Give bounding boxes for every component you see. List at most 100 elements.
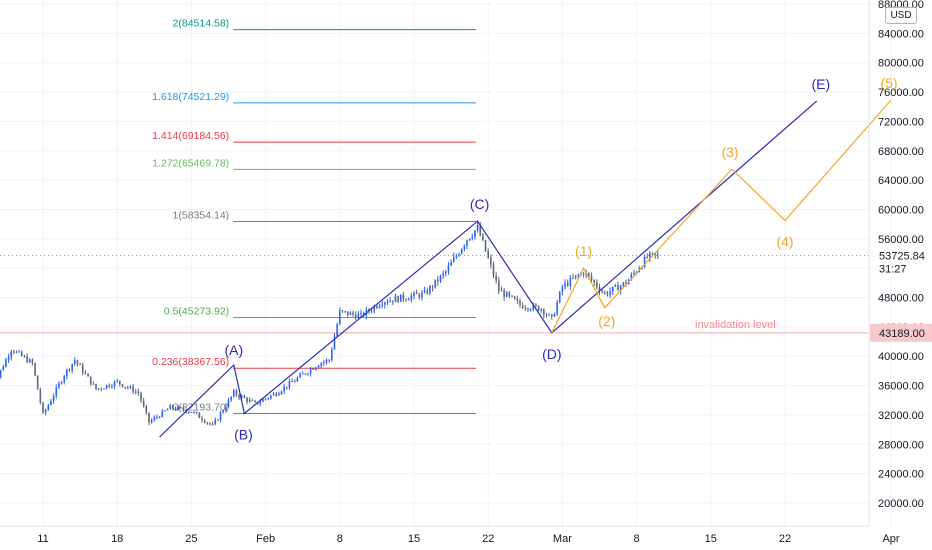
candle-body (301, 373, 304, 375)
price-tick-label: 56000.00 (878, 234, 924, 246)
candle-body (278, 393, 280, 396)
candle-body (187, 412, 190, 414)
candle-body (105, 384, 108, 389)
candle-body (116, 380, 118, 382)
candle-body (299, 373, 301, 378)
price-tick-label: 40000.00 (878, 351, 924, 363)
candle-body (548, 314, 550, 316)
candle-body (233, 390, 235, 397)
candle-body (142, 400, 145, 407)
candle-body (413, 292, 415, 296)
time-tick-label: 11 (37, 533, 48, 545)
wave-label: (E) (811, 76, 830, 92)
candle-body (460, 249, 463, 255)
candle-body (127, 387, 129, 389)
candle-body (336, 324, 338, 337)
candle-body (71, 363, 73, 371)
last-price-badge (870, 246, 932, 277)
price-tick-label: 48000.00 (878, 293, 924, 305)
candle-body (566, 282, 569, 286)
candle-body (649, 252, 651, 258)
candle-body (495, 275, 497, 281)
wave-lines[interactable] (159, 99, 892, 438)
last-price-label: 53725.84 (879, 251, 925, 263)
candle-body (209, 422, 211, 425)
candle-body (466, 240, 468, 246)
candle-body (323, 361, 325, 364)
candle-body (384, 302, 386, 305)
candle-body (2, 366, 5, 371)
candle-body (293, 381, 296, 383)
fib-level-label: 2(84514.58) (173, 18, 230, 30)
time-axis[interactable]: 11 18 25 Feb 8 15 22 Mar 8 15 22 Apr (37, 533, 900, 545)
candle-body (84, 372, 87, 374)
candle-body (405, 299, 407, 301)
candle-body (172, 405, 174, 409)
price-tick-label: 36000.00 (878, 381, 924, 393)
candle-body (402, 294, 405, 300)
candle-body (227, 399, 230, 407)
candle-body (87, 373, 89, 377)
candle-body (42, 402, 44, 413)
candle-body (588, 273, 590, 276)
candle-body (68, 369, 71, 371)
candle-body (18, 351, 20, 353)
price-tick-label: 24000.00 (878, 469, 924, 481)
candle-body (288, 381, 291, 388)
candle-body (484, 240, 487, 252)
time-tick-label: Apr (882, 533, 899, 545)
currency-badge[interactable]: USD (885, 7, 917, 24)
candle-body (230, 396, 232, 400)
candle-body (225, 406, 227, 411)
candle-body (617, 284, 619, 291)
candle-body (270, 395, 272, 399)
candle-body (52, 395, 55, 402)
candle-body (153, 417, 156, 421)
candle-body (604, 291, 606, 293)
candle-body (193, 411, 195, 413)
candle-body (129, 386, 132, 388)
candle-body (601, 291, 603, 293)
candle-body (577, 274, 580, 276)
candle-body (267, 398, 270, 400)
fib-levels[interactable]: 0(32193.70)0.236(38367.56)0.5(45273.92)1… (152, 18, 477, 415)
candle-body (328, 359, 330, 361)
candle-body (590, 275, 593, 281)
candle-body (177, 407, 179, 410)
candle-body (325, 359, 328, 362)
candle-body (36, 375, 39, 390)
candle-body (309, 368, 312, 374)
candle-body (654, 253, 656, 255)
candle-body (320, 363, 323, 366)
candle-body (492, 264, 495, 276)
candle-body (339, 310, 341, 325)
candle-body (487, 251, 489, 258)
candle-body (89, 376, 92, 385)
wave-label: (4) (776, 233, 793, 249)
candle-body (60, 382, 63, 384)
candle-body (503, 290, 505, 297)
fib-level-label: 1.618(74521.29) (152, 91, 229, 103)
time-tick-label: Mar (553, 533, 572, 545)
candle-body (558, 291, 561, 303)
time-tick-label: 25 (185, 533, 197, 545)
candle-body (437, 279, 439, 282)
candle-body (593, 280, 595, 283)
candle-body (346, 311, 349, 316)
candle-body (15, 351, 18, 353)
price-tick-label: 68000.00 (878, 146, 924, 158)
candle-body (582, 273, 585, 275)
candle-body (283, 386, 285, 392)
candle-body (74, 360, 76, 364)
candle-body (445, 271, 447, 274)
candle-body (429, 286, 431, 294)
candle-body (7, 357, 10, 360)
candle-body (108, 384, 111, 387)
wave-label: (3) (721, 144, 738, 160)
candle-body (134, 391, 137, 393)
candle-body (598, 287, 601, 292)
candle-body (251, 399, 254, 401)
candle-body (195, 411, 198, 414)
candle-body (201, 418, 203, 421)
